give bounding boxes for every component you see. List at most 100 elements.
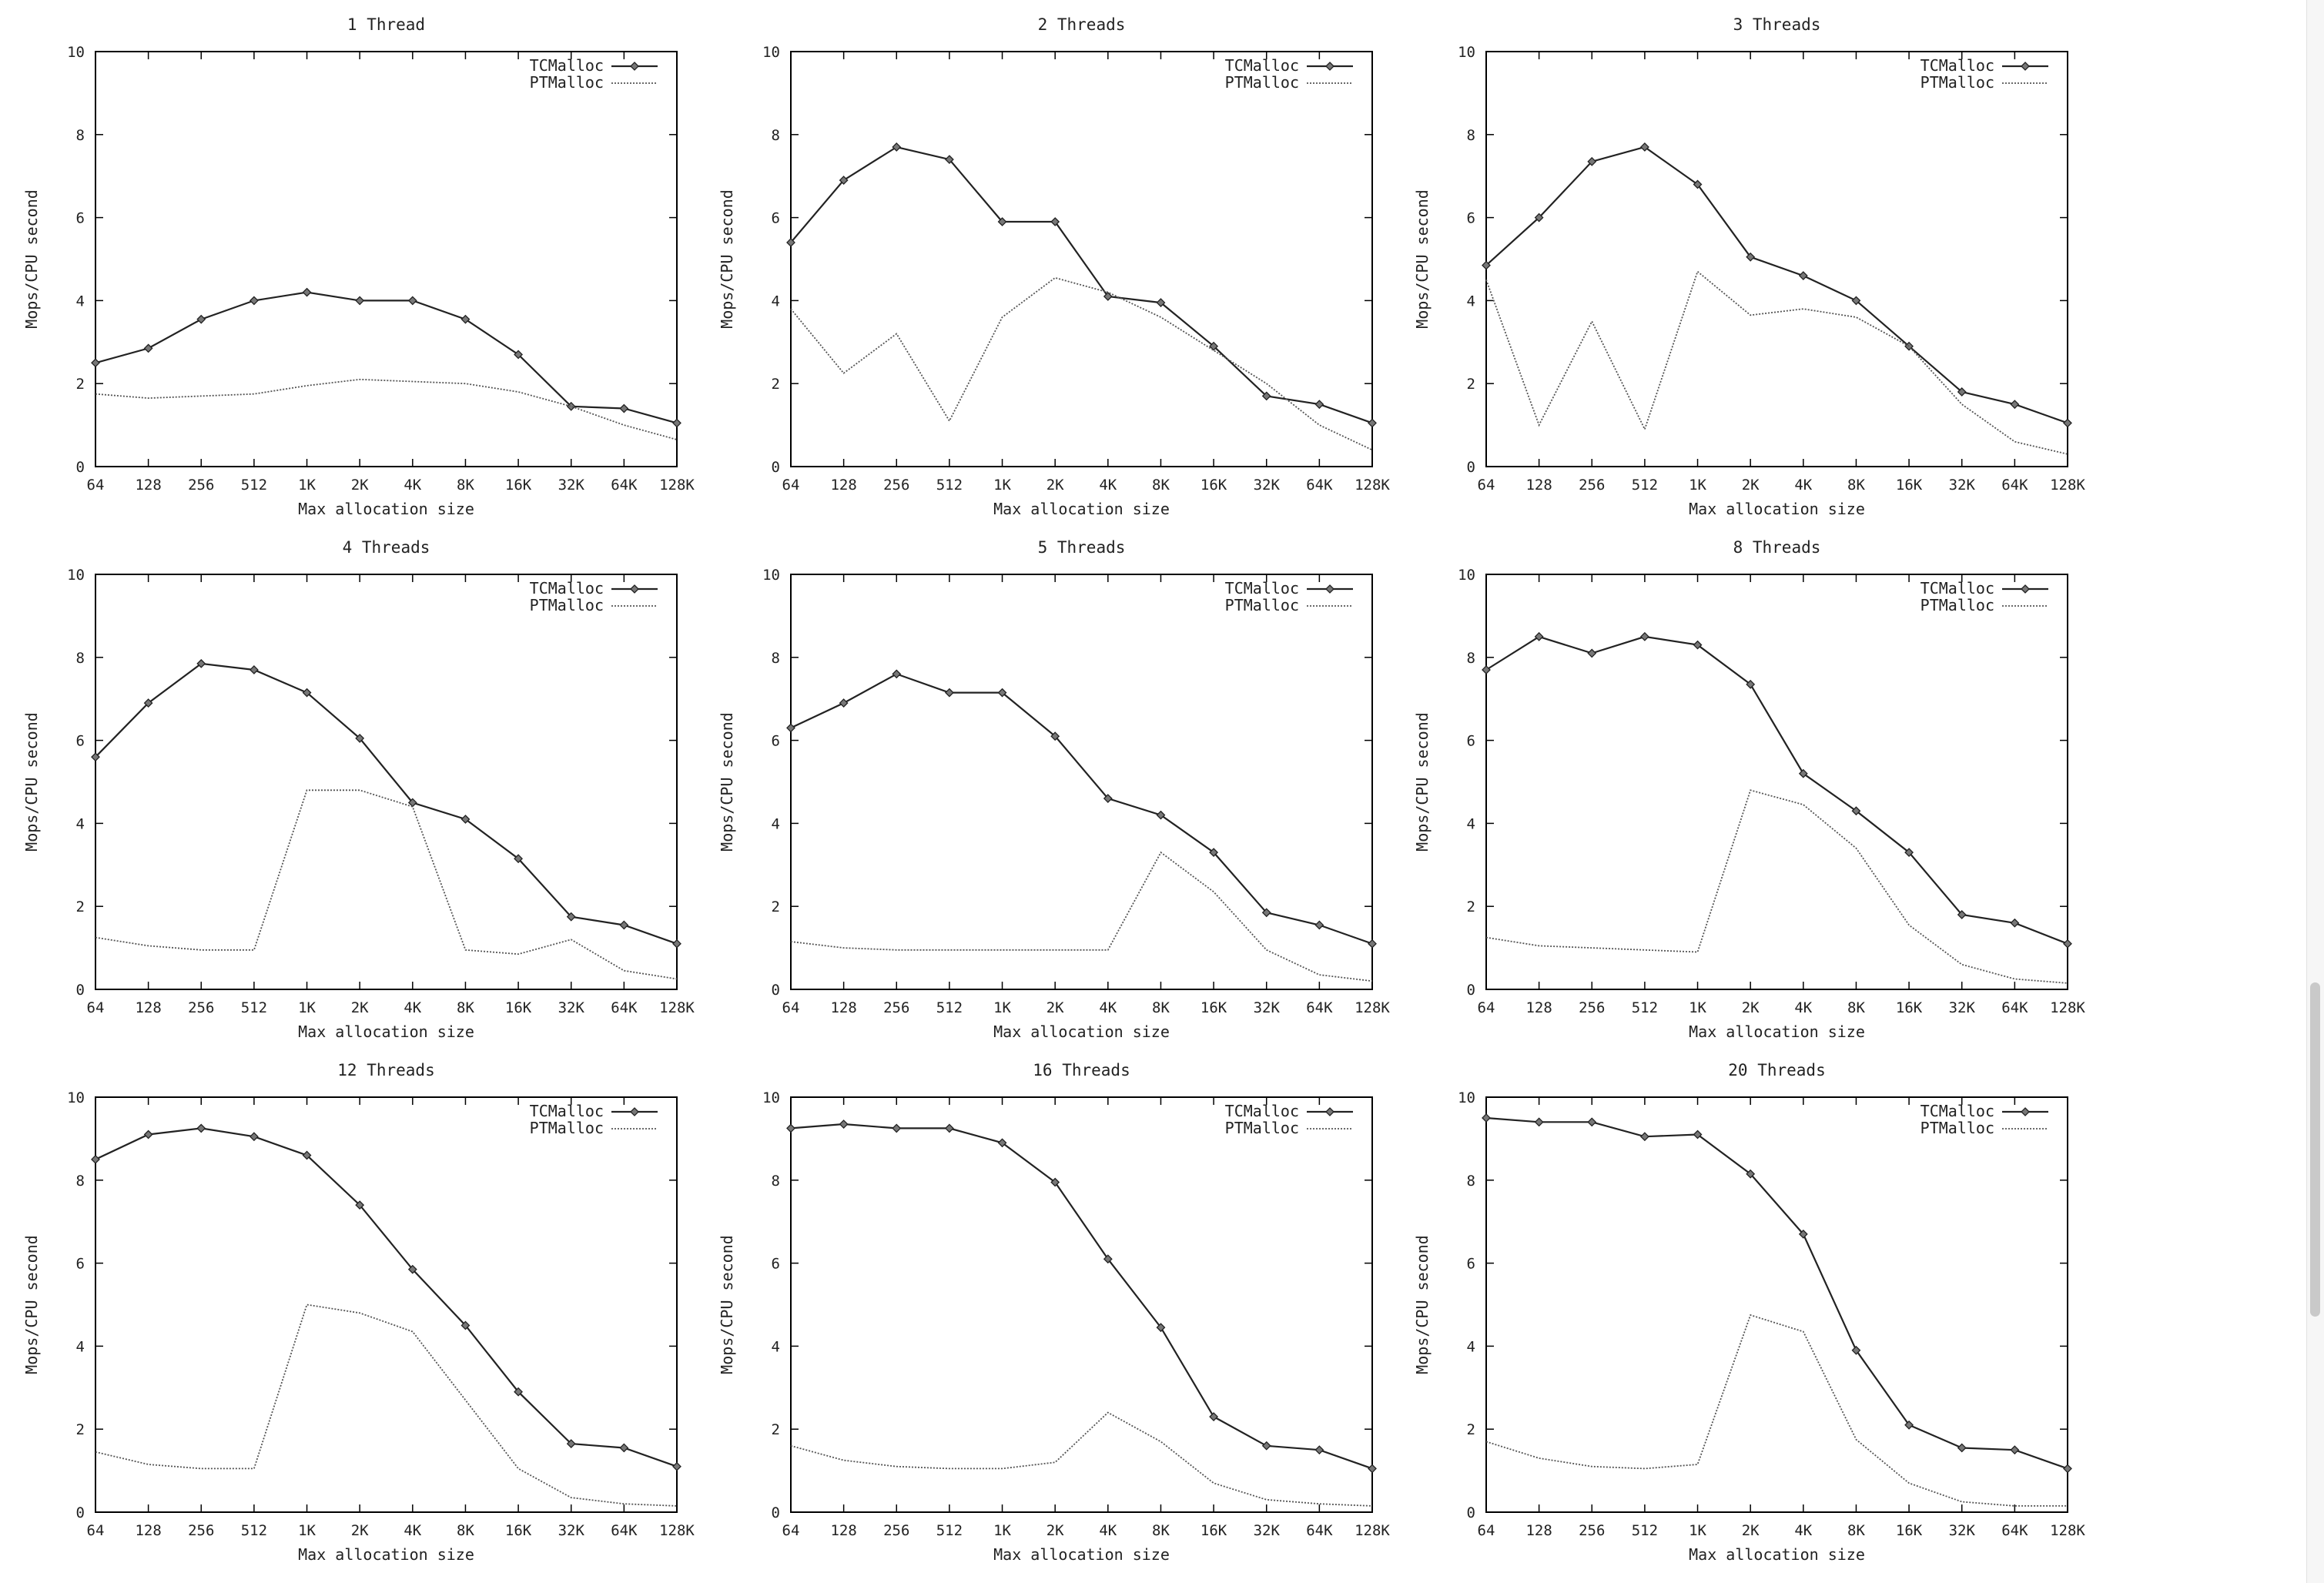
tcmalloc-data-point: [1534, 1117, 1544, 1127]
y-tick-label: 8: [772, 650, 780, 667]
legend-marker: [2021, 584, 2030, 594]
tcmalloc-data-point: [997, 688, 1007, 698]
y-tick-label: 10: [67, 44, 85, 61]
x-tick-label: 64K: [2001, 999, 2028, 1016]
x-tick-label: 512: [936, 999, 963, 1016]
x-tick-label: 32K: [1254, 999, 1281, 1016]
x-tick-label: 1K: [298, 1522, 316, 1539]
tcmalloc-data-point: [566, 1439, 576, 1448]
tcmalloc-data-point: [1534, 213, 1544, 223]
tcmalloc-data-point: [1156, 810, 1166, 820]
x-tick-label: 32K: [558, 999, 585, 1016]
chart-panel: 20 Threads 0 2 4 6 8 10 64 128 256 512 1K 2K 4K 8K 16K 3…: [1413, 1061, 2085, 1564]
x-tick-label: 64K: [2001, 1522, 2028, 1539]
tcmalloc-data-point: [1587, 156, 1597, 166]
y-tick-label: 10: [67, 1089, 85, 1106]
x-tick-label: 512: [1632, 477, 1658, 494]
ptmalloc-series-line: [1485, 1314, 2068, 1507]
tcmalloc-series-line: [95, 662, 678, 945]
tcmalloc-data-point: [91, 358, 100, 368]
ptmalloc-series-line: [95, 1304, 678, 1507]
y-tick-label: 10: [762, 567, 780, 584]
x-tick-label: 64K: [611, 999, 638, 1016]
y-tick-label: 2: [76, 899, 85, 915]
x-tick-label: 256: [883, 1522, 909, 1539]
x-tick-label: 128K: [1355, 477, 1390, 494]
legend-marker: [1325, 62, 1334, 71]
x-tick-label: 4K: [404, 477, 421, 494]
plot-frame: [790, 51, 1373, 467]
y-tick-label: 8: [76, 127, 85, 144]
tcmalloc-data-point: [1904, 1420, 1914, 1430]
y-tick-label: 6: [76, 210, 85, 227]
plot-frame: [95, 1096, 678, 1513]
y-tick-label: 8: [772, 127, 780, 144]
tcmalloc-data-point: [1851, 806, 1861, 816]
tcmalloc-data-point: [196, 658, 206, 668]
tcmalloc-data-point: [1957, 1443, 1967, 1453]
tcmalloc-series-line: [95, 291, 678, 424]
tcmalloc-data-point: [1314, 400, 1324, 410]
tcmalloc-data-point: [1693, 1130, 1703, 1140]
scrollbar-thumb[interactable]: [2310, 982, 2320, 1317]
tcmalloc-data-point: [1261, 908, 1271, 918]
chart-title: 3 Threads: [1733, 15, 1821, 34]
y-tick-label: 6: [772, 210, 780, 227]
tcmalloc-data-point: [1482, 1113, 1491, 1123]
plot-frame: [1485, 1096, 2068, 1513]
x-tick-label: 1K: [993, 1522, 1011, 1539]
legend-label: PTMalloc: [1920, 73, 1994, 92]
x-tick-label: 256: [188, 1522, 214, 1539]
legend-marker: [1325, 584, 1334, 594]
y-axis-label: Mops/CPU second: [718, 712, 736, 852]
legend-marker: [1325, 1107, 1334, 1116]
tcmalloc-data-point: [944, 155, 954, 165]
y-tick-label: 0: [76, 982, 85, 999]
x-tick-label: 4K: [1099, 1522, 1117, 1539]
tcmalloc-data-point: [2063, 1464, 2072, 1474]
y-tick-label: 2: [1467, 899, 1475, 915]
y-tick-label: 10: [1458, 44, 1475, 61]
x-tick-label: 64: [782, 999, 800, 1016]
x-tick-label: 16K: [1201, 477, 1227, 494]
x-tick-label: 2K: [1046, 477, 1064, 494]
tcmalloc-data-point: [1482, 665, 1491, 674]
chart-title: 16 Threads: [1033, 1061, 1130, 1079]
tcmalloc-data-point: [672, 1461, 681, 1471]
x-tick-label: 4K: [404, 1522, 421, 1539]
chart-title: 4 Threads: [343, 538, 430, 557]
x-tick-label: 64K: [611, 477, 638, 494]
legend-label: TCMalloc: [530, 56, 604, 75]
x-axis-label: Max allocation size: [1689, 1022, 1865, 1041]
tcmalloc-data-point: [1851, 296, 1861, 306]
x-tick-label: 256: [1579, 1522, 1605, 1539]
plot-frame: [1485, 574, 2068, 990]
legend-label: PTMalloc: [1225, 596, 1299, 614]
y-axis-label: Mops/CPU second: [22, 1235, 41, 1374]
y-tick-label: 10: [1458, 567, 1475, 584]
plot-frame: [790, 574, 1373, 990]
x-tick-label: 64: [87, 1522, 105, 1539]
tcmalloc-data-point: [839, 176, 849, 186]
x-axis-label: Max allocation size: [1689, 500, 1865, 518]
x-tick-label: 4K: [404, 999, 421, 1016]
vertical-scrollbar[interactable]: [2306, 0, 2324, 1583]
y-tick-label: 4: [1467, 815, 1475, 832]
tcmalloc-series-line: [790, 673, 1373, 945]
legend-label: PTMalloc: [1920, 1119, 1994, 1137]
y-tick-label: 4: [772, 293, 780, 310]
tcmalloc-data-point: [839, 698, 849, 708]
tcmalloc-data-point: [1314, 1445, 1324, 1455]
x-tick-label: 16K: [1896, 1522, 1923, 1539]
x-tick-label: 16K: [1896, 477, 1923, 494]
ptmalloc-series-line: [95, 789, 678, 980]
tcmalloc-data-point: [1050, 217, 1060, 226]
x-tick-label: 64: [87, 477, 105, 494]
tcmalloc-series-line: [790, 1123, 1373, 1470]
y-tick-label: 8: [1467, 127, 1475, 144]
y-tick-label: 0: [1467, 1504, 1475, 1521]
tcmalloc-data-point: [143, 343, 153, 353]
tcmalloc-series-line: [95, 1127, 678, 1468]
x-tick-label: 2K: [351, 1522, 369, 1539]
x-tick-label: 2K: [351, 999, 369, 1016]
